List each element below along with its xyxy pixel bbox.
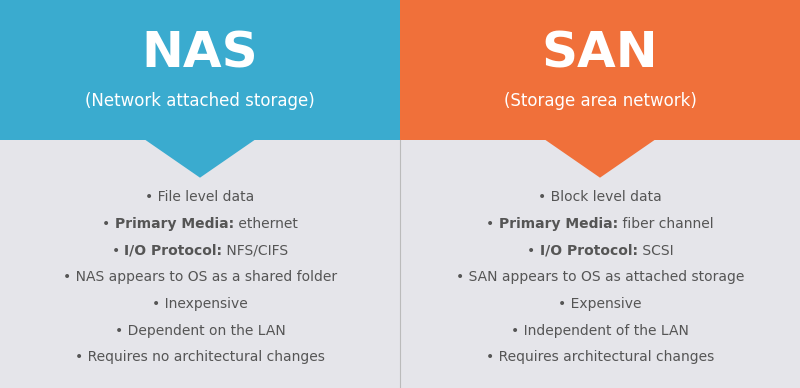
Text: •: •: [527, 244, 539, 258]
Text: fiber channel: fiber channel: [618, 217, 714, 231]
Text: Primary Media:: Primary Media:: [499, 217, 618, 231]
Text: I/O Protocol:: I/O Protocol:: [539, 244, 638, 258]
Text: Primary Media:: Primary Media:: [115, 217, 234, 231]
Text: NFS/CIFS: NFS/CIFS: [222, 244, 288, 258]
Text: • NAS appears to OS as a shared folder: • NAS appears to OS as a shared folder: [63, 270, 337, 284]
Text: •: •: [112, 244, 124, 258]
Polygon shape: [545, 140, 655, 178]
Polygon shape: [145, 140, 255, 178]
Text: • Independent of the LAN: • Independent of the LAN: [511, 324, 689, 338]
FancyBboxPatch shape: [400, 0, 800, 140]
Text: • Requires architectural changes: • Requires architectural changes: [486, 350, 714, 364]
Text: •: •: [102, 217, 115, 231]
Text: SCSI: SCSI: [638, 244, 673, 258]
Text: (Network attached storage): (Network attached storage): [85, 92, 315, 109]
Text: (Storage area network): (Storage area network): [503, 92, 697, 109]
Text: • Requires no architectural changes: • Requires no architectural changes: [75, 350, 325, 364]
Text: • SAN appears to OS as attached storage: • SAN appears to OS as attached storage: [456, 270, 744, 284]
Text: • Dependent on the LAN: • Dependent on the LAN: [114, 324, 286, 338]
Text: • Block level data: • Block level data: [538, 190, 662, 204]
Text: • File level data: • File level data: [146, 190, 254, 204]
Text: ethernet: ethernet: [234, 217, 298, 231]
Text: SAN: SAN: [542, 29, 658, 77]
Text: • Expensive: • Expensive: [558, 297, 642, 311]
Text: I/O Protocol:: I/O Protocol:: [124, 244, 222, 258]
Text: NAS: NAS: [142, 29, 258, 77]
Text: • Inexpensive: • Inexpensive: [152, 297, 248, 311]
Text: •: •: [486, 217, 499, 231]
FancyBboxPatch shape: [0, 0, 400, 140]
